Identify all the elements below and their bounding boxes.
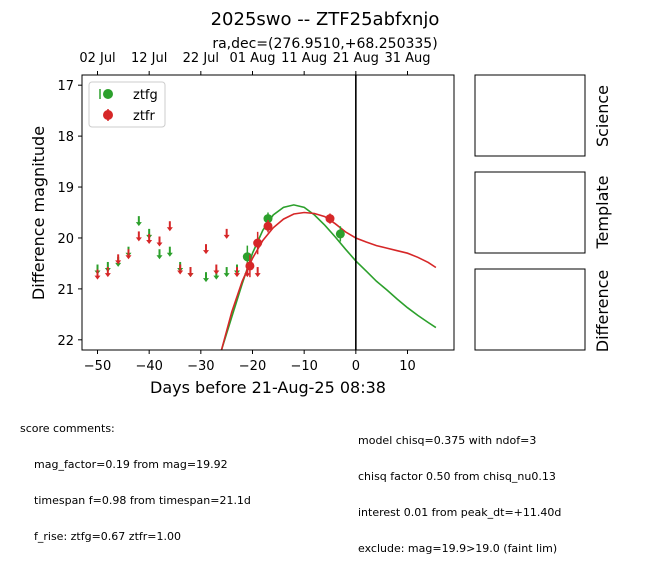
ztfr-upper-limit-arrow bbox=[203, 250, 209, 255]
chart-title: 2025swo -- ZTF25abfxnjo bbox=[211, 9, 440, 30]
ztfg-upper-limit-arrow bbox=[203, 278, 209, 283]
figure: 2025swo -- ZTF25abfxnjo ra,dec=(276.9510… bbox=[29, 9, 612, 397]
ztfg-upper-limit-arrow bbox=[156, 255, 163, 260]
ztfr-detection-point bbox=[325, 214, 335, 224]
ztfr-upper-limit-arrow bbox=[94, 275, 101, 280]
ztfr-upper-limit-arrow bbox=[254, 273, 261, 278]
top-tick-label: 22 Jul bbox=[183, 51, 219, 66]
model-curves bbox=[220, 204, 437, 350]
y-tick-label: 22 bbox=[57, 334, 74, 349]
x-tick-label: −20 bbox=[239, 359, 266, 374]
x-axis-label: Days before 21-Aug-25 08:38 bbox=[150, 378, 386, 397]
ztfg-upper-limit-arrow bbox=[166, 252, 173, 257]
ztfr-detection-point bbox=[263, 221, 273, 231]
ztfg-model-curve bbox=[220, 204, 437, 350]
top-tick-label: 31 Aug bbox=[384, 51, 430, 66]
top-tick-label: 12 Jul bbox=[131, 51, 167, 66]
x-tick-label: 10 bbox=[399, 359, 416, 374]
side-panels: Science Template Difference bbox=[474, 74, 612, 352]
y-tick-label: 17 bbox=[57, 79, 74, 94]
template-panel-label: Template bbox=[593, 175, 612, 249]
score-comment-line: mag_factor=0.19 from mag=19.92 bbox=[34, 458, 228, 471]
ztfr-upper-limit-arrow bbox=[156, 242, 163, 247]
model-comments: model chisq=0.375 with ndof=3 chisq fact… bbox=[358, 411, 561, 567]
plot-frame bbox=[81, 74, 455, 351]
ztfr-detection-point bbox=[245, 261, 255, 271]
ztfr-upper-limit-arrow bbox=[104, 273, 111, 278]
difference-panel bbox=[474, 268, 586, 351]
x-tick-label: −40 bbox=[135, 359, 162, 374]
chart-subtitle: ra,dec=(276.9510,+68.250335) bbox=[212, 36, 437, 52]
ztfg-upper-limit-arrow bbox=[223, 273, 230, 278]
ztfg-upper-limit-arrow bbox=[135, 222, 142, 227]
ztfg-detection-point bbox=[263, 214, 273, 224]
y-axis-label: Difference magnitude bbox=[29, 126, 48, 300]
y-axis-ticks: 17 18 19 20 21 22 bbox=[57, 79, 82, 349]
top-tick-label: 21 Aug bbox=[333, 51, 379, 66]
top-axis-ticks: 02 Jul 12 Jul 22 Jul 01 Aug 11 Aug 21 Aug 31 A… bbox=[79, 51, 431, 75]
model-comment-line: exclude: mag=19.9>19.0 (faint lim) bbox=[358, 542, 558, 555]
ztfg-detection-point bbox=[335, 229, 345, 239]
light-curve-plot: −50 −40 −30 −20 −10 0 10 17 18 19 20 21 22 02 Jul 12… bbox=[57, 51, 455, 374]
score-comments: score comments: mag_factor=0.19 from mag… bbox=[20, 399, 251, 555]
science-panel bbox=[474, 74, 586, 157]
ztfr-upper-limit-arrow bbox=[135, 237, 142, 242]
legend-ztfg-label: ztfg bbox=[133, 88, 158, 103]
y-tick-label: 20 bbox=[57, 232, 74, 247]
x-tick-label: 0 bbox=[352, 359, 360, 374]
top-tick-label: 11 Aug bbox=[281, 51, 327, 66]
ztfr-upper-limit-arrow bbox=[223, 234, 230, 239]
legend-ztfr-label: ztfr bbox=[133, 109, 155, 124]
ztfr-upper-limit-arrow bbox=[146, 239, 153, 244]
ztfr-upper-limit-arrow bbox=[187, 273, 194, 278]
x-tick-label: −10 bbox=[290, 359, 317, 374]
x-tick-label: −30 bbox=[187, 359, 214, 374]
ztfg-upper-limit-arrow bbox=[213, 275, 220, 280]
ztfr-detection-point bbox=[253, 238, 263, 248]
x-axis-ticks: −50 −40 −30 −20 −10 0 10 bbox=[84, 350, 416, 374]
difference-panel-label: Difference bbox=[593, 270, 612, 352]
ztfg-upper-limit-arrow bbox=[115, 262, 122, 267]
legend-ztfg-marker bbox=[103, 89, 113, 99]
ztfr-upper-limit-arrow bbox=[213, 270, 220, 275]
score-comments-header: score comments: bbox=[20, 422, 115, 435]
ztfr-upper-limit-arrow bbox=[244, 273, 251, 278]
score-comment-line: timespan f=0.98 from timespan=21.1d bbox=[34, 494, 251, 507]
ztfr-upper-limit-arrow bbox=[115, 260, 122, 265]
model-comment-line: model chisq=0.375 with ndof=3 bbox=[358, 434, 537, 447]
ztfr-model-curve bbox=[220, 211, 437, 350]
ztfr-upper-limit-arrow bbox=[166, 227, 173, 232]
x-tick-label: −50 bbox=[84, 359, 111, 374]
top-tick-label: 01 Aug bbox=[229, 51, 275, 66]
y-tick-label: 18 bbox=[57, 130, 74, 145]
score-comment-line: f_rise: ztfg=0.67 ztfr=1.00 bbox=[34, 530, 181, 543]
ztfr-upper-limit-arrow bbox=[125, 255, 132, 260]
template-panel bbox=[474, 171, 586, 254]
top-tick-label: 02 Jul bbox=[79, 51, 115, 66]
data-marks bbox=[94, 212, 345, 283]
y-tick-label: 21 bbox=[57, 283, 74, 298]
science-panel-label: Science bbox=[593, 85, 612, 147]
ztfr-upper-limit-arrow bbox=[177, 270, 184, 275]
legend: ztfg ztfr bbox=[88, 81, 166, 128]
model-comment-line: chisq factor 0.50 from chisq_nu0.13 bbox=[358, 470, 556, 483]
ztfr-upper-limit-arrow bbox=[234, 273, 240, 278]
y-tick-label: 19 bbox=[57, 181, 74, 196]
model-comment-line: interest 0.01 from peak_dt=+11.40d bbox=[358, 506, 562, 519]
